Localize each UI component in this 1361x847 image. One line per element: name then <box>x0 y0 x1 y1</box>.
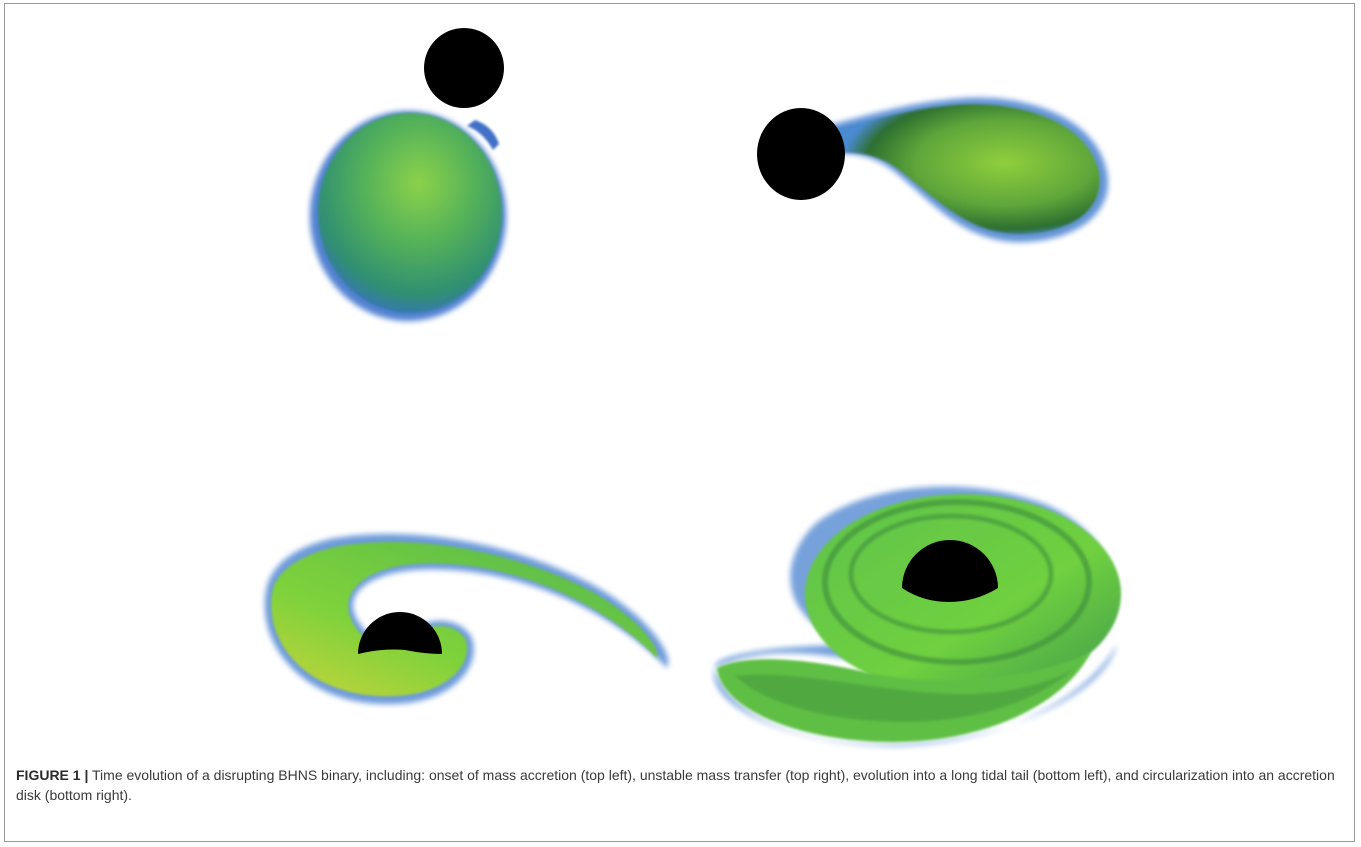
black-hole <box>757 108 845 200</box>
black-hole <box>424 28 504 108</box>
figure-label: FIGURE 1 | <box>16 767 89 783</box>
panel-bottom-right <box>714 486 1121 747</box>
panel-top-left <box>310 28 506 321</box>
figure-caption-text: Time evolution of a disrupting BHNS bina… <box>16 767 1335 803</box>
teardrop-star <box>829 104 1100 235</box>
panel-top-right <box>757 97 1109 243</box>
figure-caption: FIGURE 1 | Time evolution of a disruptin… <box>16 765 1351 805</box>
black-hole <box>358 612 442 654</box>
black-hole <box>902 540 998 602</box>
figure-image <box>264 28 1121 747</box>
neutron-star-body <box>318 113 502 313</box>
mass-stream <box>467 120 499 150</box>
panel-bottom-left <box>264 533 669 705</box>
disk-ring <box>848 513 1054 635</box>
disk-tail-shade <box>735 668 1075 723</box>
tidal-tail <box>271 541 658 697</box>
disk-ring <box>822 499 1092 665</box>
figure-frame: FIGURE 1 | Time evolution of a disruptin… <box>4 3 1355 842</box>
